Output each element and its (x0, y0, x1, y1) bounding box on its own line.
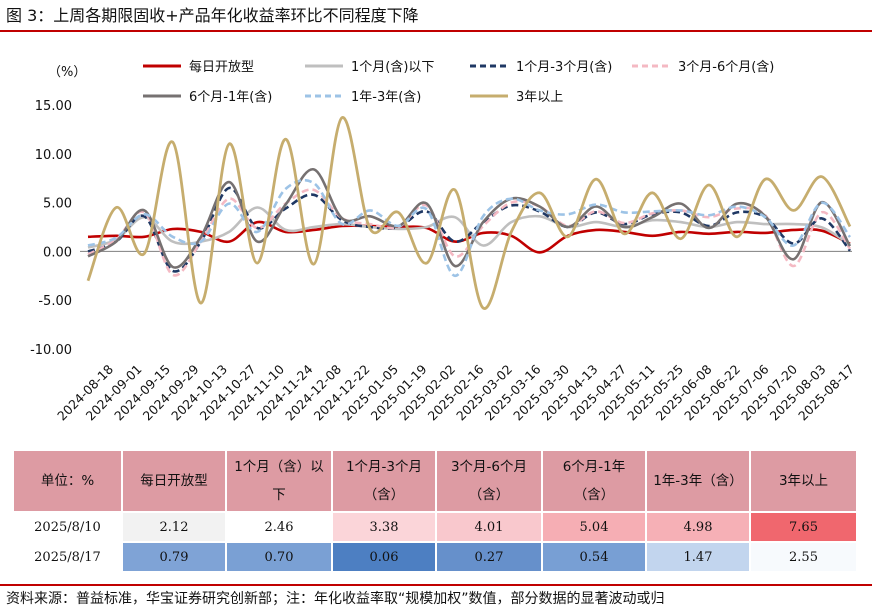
y-tick-label: 0.00 (43, 245, 72, 260)
legend-label: 3年以上 (516, 90, 563, 105)
legend-label: 1个月-3个月(含) (516, 59, 612, 75)
x-axis: 2024-08-182024-09-012024-09-152024-09-29… (54, 250, 857, 423)
legend-label: 1年-3年(含) (351, 89, 421, 105)
table-header-cell: 每日开放型 (122, 451, 227, 512)
table-header-cell: 单位：% (14, 451, 123, 512)
legend-label: 6个月-1年(含) (189, 89, 272, 105)
plot-area (86, 116, 852, 310)
line-chart: （%） 每日开放型 1个月(含)以下 1个月-3个月(含) 3个月-6个月(含) 6个月… (30, 59, 857, 423)
table-value-cell: 0.79 (122, 541, 227, 571)
row-date-label: 2025/8/10 (14, 511, 123, 542)
figure-title: 图 3：上周各期限固收+产品年化收益率环比不同程度下降 (6, 6, 419, 25)
table-value-cell: 2.12 (122, 511, 227, 542)
legend-label: 1个月(含)以下 (351, 59, 434, 75)
table-value-cell: 2.55 (750, 541, 856, 571)
legend-item-4: 6个月-1年(含) (143, 89, 272, 105)
legend-label: 每日开放型 (189, 59, 254, 75)
table-value-cell: 0.27 (436, 541, 543, 571)
table-header-cell: 1个月-3个月（含） (332, 451, 437, 512)
series-line-2 (87, 186, 852, 273)
table-value-cell: 3.38 (332, 511, 437, 542)
table-value-cell: 1.47 (646, 541, 751, 571)
table-value-cell: 4.98 (646, 511, 751, 542)
table-header-cell: 1年-3年（含） (646, 451, 751, 512)
table-value-cell: 7.65 (750, 511, 856, 542)
table-value-cell: 2.46 (226, 511, 333, 542)
source-note: 资料来源：普益标准，华宝证券研究创新部；注：年化收益率取“规模加权”数值，部分数… (6, 591, 665, 607)
table-body: 2025/8/10 2.12 2.46 3.38 4.01 5.04 4.98 7.65 202… (14, 511, 856, 571)
y-tick-label: 15.00 (35, 99, 72, 114)
title-rule (0, 30, 872, 32)
legend-item-5: 1年-3年(含) (305, 89, 421, 105)
table-value-cell: 0.54 (542, 541, 647, 571)
series-line-1 (87, 206, 851, 249)
yield-table: 单位：% 每日开放型 1个月（含）以下 1个月-3个月（含） 3个月-6个月（含） 6个月… (14, 451, 856, 571)
y-axis: 15.00 10.00 5.00 0.00 -5.00 -10.00 (30, 99, 72, 358)
table-header-cell: 3年以上 (750, 451, 856, 512)
row-date-label: 2025/8/17 (14, 541, 123, 571)
table-value-cell: 5.04 (542, 511, 647, 542)
y-tick-label: -5.00 (38, 294, 72, 309)
legend: 每日开放型 1个月(含)以下 1个月-3个月(含) 3个月-6个月(含) 6个月-1年(… (143, 59, 774, 105)
source-rule (0, 584, 872, 586)
table-header-cell: 1个月（含）以下 (226, 451, 333, 512)
legend-item-3: 3个月-6个月(含) (632, 59, 774, 75)
table-row: 2025/8/10 2.12 2.46 3.38 4.01 5.04 4.98 7.65 (14, 511, 856, 542)
table-header-cell: 3个月-6个月（含） (436, 451, 543, 512)
y-tick-label: -10.00 (30, 343, 72, 358)
table-value-cell: 0.06 (332, 541, 437, 571)
series-line-6 (86, 116, 852, 310)
series-line-5 (87, 178, 852, 278)
table-header-row: 单位：% 每日开放型 1个月（含）以下 1个月-3个月（含） 3个月-6个月（含） 6个月… (14, 451, 856, 512)
y-axis-label: （%） (48, 65, 86, 80)
legend-item-1: 1个月(含)以下 (305, 59, 434, 75)
legend-item-0: 每日开放型 (143, 59, 254, 75)
legend-label: 3个月-6个月(含) (678, 59, 774, 75)
table-value-cell: 0.70 (226, 541, 333, 571)
y-tick-label: 10.00 (35, 148, 72, 163)
table-value-cell: 4.01 (436, 511, 543, 542)
table-row: 2025/8/17 0.79 0.70 0.06 0.27 0.54 1.47 2.55 (14, 541, 856, 571)
legend-item-2: 1个月-3个月(含) (470, 59, 612, 75)
table-header-cell: 6个月-1年（含） (542, 451, 647, 512)
y-tick-label: 5.00 (43, 197, 72, 212)
legend-item-6: 3年以上 (470, 90, 563, 105)
